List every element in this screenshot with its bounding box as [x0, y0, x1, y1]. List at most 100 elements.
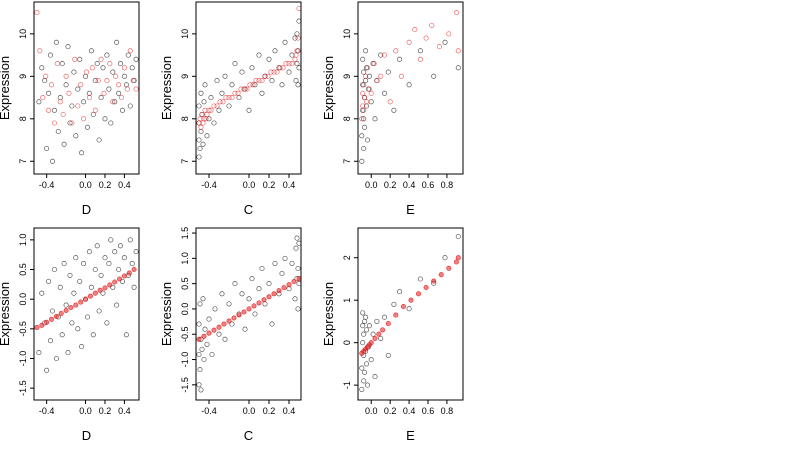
- y-tick-label: 7: [18, 159, 28, 164]
- data-point-series-2: [107, 61, 113, 67]
- data-point-series-2: [398, 73, 405, 79]
- data-point-series-1: [129, 65, 135, 71]
- data-point-series-1: [431, 73, 437, 79]
- data-point-series-1: [226, 103, 232, 109]
- data-point-series-2: [387, 99, 393, 105]
- data-point-series-1: [123, 332, 129, 338]
- data-point-series-1: [84, 124, 91, 130]
- data-point-series-2: [101, 90, 107, 96]
- data-point-series-1: [61, 261, 67, 267]
- x-axis-label: C: [244, 202, 253, 217]
- data-point-series-1: [114, 302, 120, 308]
- data-point-series-1: [202, 82, 208, 88]
- data-point-series-1: [361, 145, 367, 152]
- data-point-series-2: [247, 82, 253, 88]
- data-point-series-1: [239, 69, 245, 75]
- data-point-series-1: [63, 302, 69, 308]
- data-point-series-1: [211, 120, 217, 126]
- data-point-series-1: [372, 374, 378, 380]
- data-point-series-1: [77, 278, 83, 284]
- data-point-series-2: [211, 327, 217, 333]
- data-point-series-1: [199, 346, 205, 352]
- data-point-series-1: [378, 335, 384, 341]
- data-point-series-2: [446, 265, 452, 271]
- data-point-series-1: [104, 52, 110, 58]
- data-point-series-1: [381, 314, 388, 320]
- y-tick-label: 7: [180, 159, 190, 164]
- data-point-series-2: [86, 95, 92, 101]
- plot-frame: [33, 1, 140, 175]
- data-point-series-1: [269, 78, 275, 84]
- data-point-series-2: [374, 78, 380, 84]
- data-point-series-2: [198, 124, 204, 130]
- data-point-series-2: [104, 78, 110, 84]
- data-point-series-1: [360, 56, 366, 62]
- data-point-series-1: [57, 95, 63, 101]
- scatter-panel-1: -0.4 0.0 0.2 0.4 7 8 9 10 D Expression: [0, 1, 140, 217]
- data-point-series-2: [78, 299, 84, 305]
- x-axis-label: E: [406, 428, 415, 443]
- data-point-series-1: [46, 90, 52, 96]
- data-point-series-2: [40, 95, 46, 101]
- x-tick-label: 0.0: [365, 180, 378, 190]
- x-tick-label: 0.0: [79, 406, 92, 416]
- data-point-series-2: [92, 290, 98, 296]
- data-point-series-1: [368, 99, 374, 105]
- plot-frame: [357, 227, 464, 401]
- data-point-series-2: [121, 273, 127, 279]
- y-tick-label: 9: [18, 74, 28, 79]
- data-point-series-1: [81, 261, 87, 267]
- y-tick-label: 7: [342, 159, 352, 164]
- data-point-series-1: [46, 278, 52, 284]
- data-point-series-1: [108, 120, 114, 126]
- plot-frame: [357, 1, 464, 175]
- data-point-series-1: [208, 95, 214, 101]
- data-point-series-2: [280, 65, 286, 71]
- data-point-series-2: [277, 65, 283, 71]
- data-point-series-2: [423, 284, 429, 291]
- x-tick-label: 0.4: [118, 406, 131, 416]
- data-point-series-2: [271, 291, 277, 297]
- data-point-series-1: [282, 39, 288, 45]
- data-point-series-1: [204, 133, 210, 139]
- data-point-series-1: [44, 367, 50, 373]
- data-point-series-2: [66, 90, 72, 96]
- data-point-series-2: [95, 78, 101, 84]
- data-point-series-1: [102, 116, 108, 122]
- data-point-series-2: [226, 318, 232, 324]
- data-point-series-2: [81, 116, 87, 122]
- data-point-series-1: [114, 39, 120, 45]
- data-point-series-1: [286, 69, 292, 75]
- data-point-series-1: [368, 357, 374, 363]
- data-point-series-2: [43, 73, 49, 79]
- data-point-series-2: [236, 312, 242, 318]
- data-point-series-1: [229, 321, 235, 327]
- data-point-series-1: [42, 78, 48, 84]
- data-point-series-1: [219, 90, 225, 96]
- data-point-series-2: [37, 48, 43, 54]
- data-point-series-2: [292, 56, 298, 62]
- data-point-series-2: [238, 86, 244, 92]
- data-point-series-1: [391, 301, 397, 307]
- data-point-series-1: [293, 245, 299, 251]
- data-point-series-2: [281, 285, 287, 291]
- scatter-panel-5: -0.4 0.0 0.2 0.4 -1.5 -1.0 -0.5 0.0 0.5 1.0 1.5 C Ex…: [159, 227, 302, 443]
- data-point-series-1: [121, 255, 127, 261]
- data-point-series-2: [89, 65, 95, 71]
- data-point-series-2: [286, 282, 292, 288]
- data-point-series-2: [44, 319, 50, 325]
- y-tick-label: 8: [342, 116, 352, 121]
- x-tick-label: 0.8: [441, 406, 454, 416]
- data-point-series-1: [51, 266, 57, 273]
- data-point-series-1: [417, 48, 423, 54]
- data-point-series-2: [68, 304, 74, 311]
- data-point-series-2: [197, 116, 203, 122]
- data-point-series-2: [110, 99, 116, 105]
- x-tick-label: 0.0: [243, 180, 256, 190]
- data-point-series-1: [259, 265, 265, 272]
- data-point-series-2: [63, 307, 69, 313]
- data-point-series-1: [79, 344, 85, 350]
- data-point-series-2: [408, 297, 414, 303]
- data-point-series-1: [295, 82, 301, 88]
- scatter-panel-6: 0.0 0.2 0.4 0.6 0.8 -1 0 1 2 E Expression: [321, 227, 464, 443]
